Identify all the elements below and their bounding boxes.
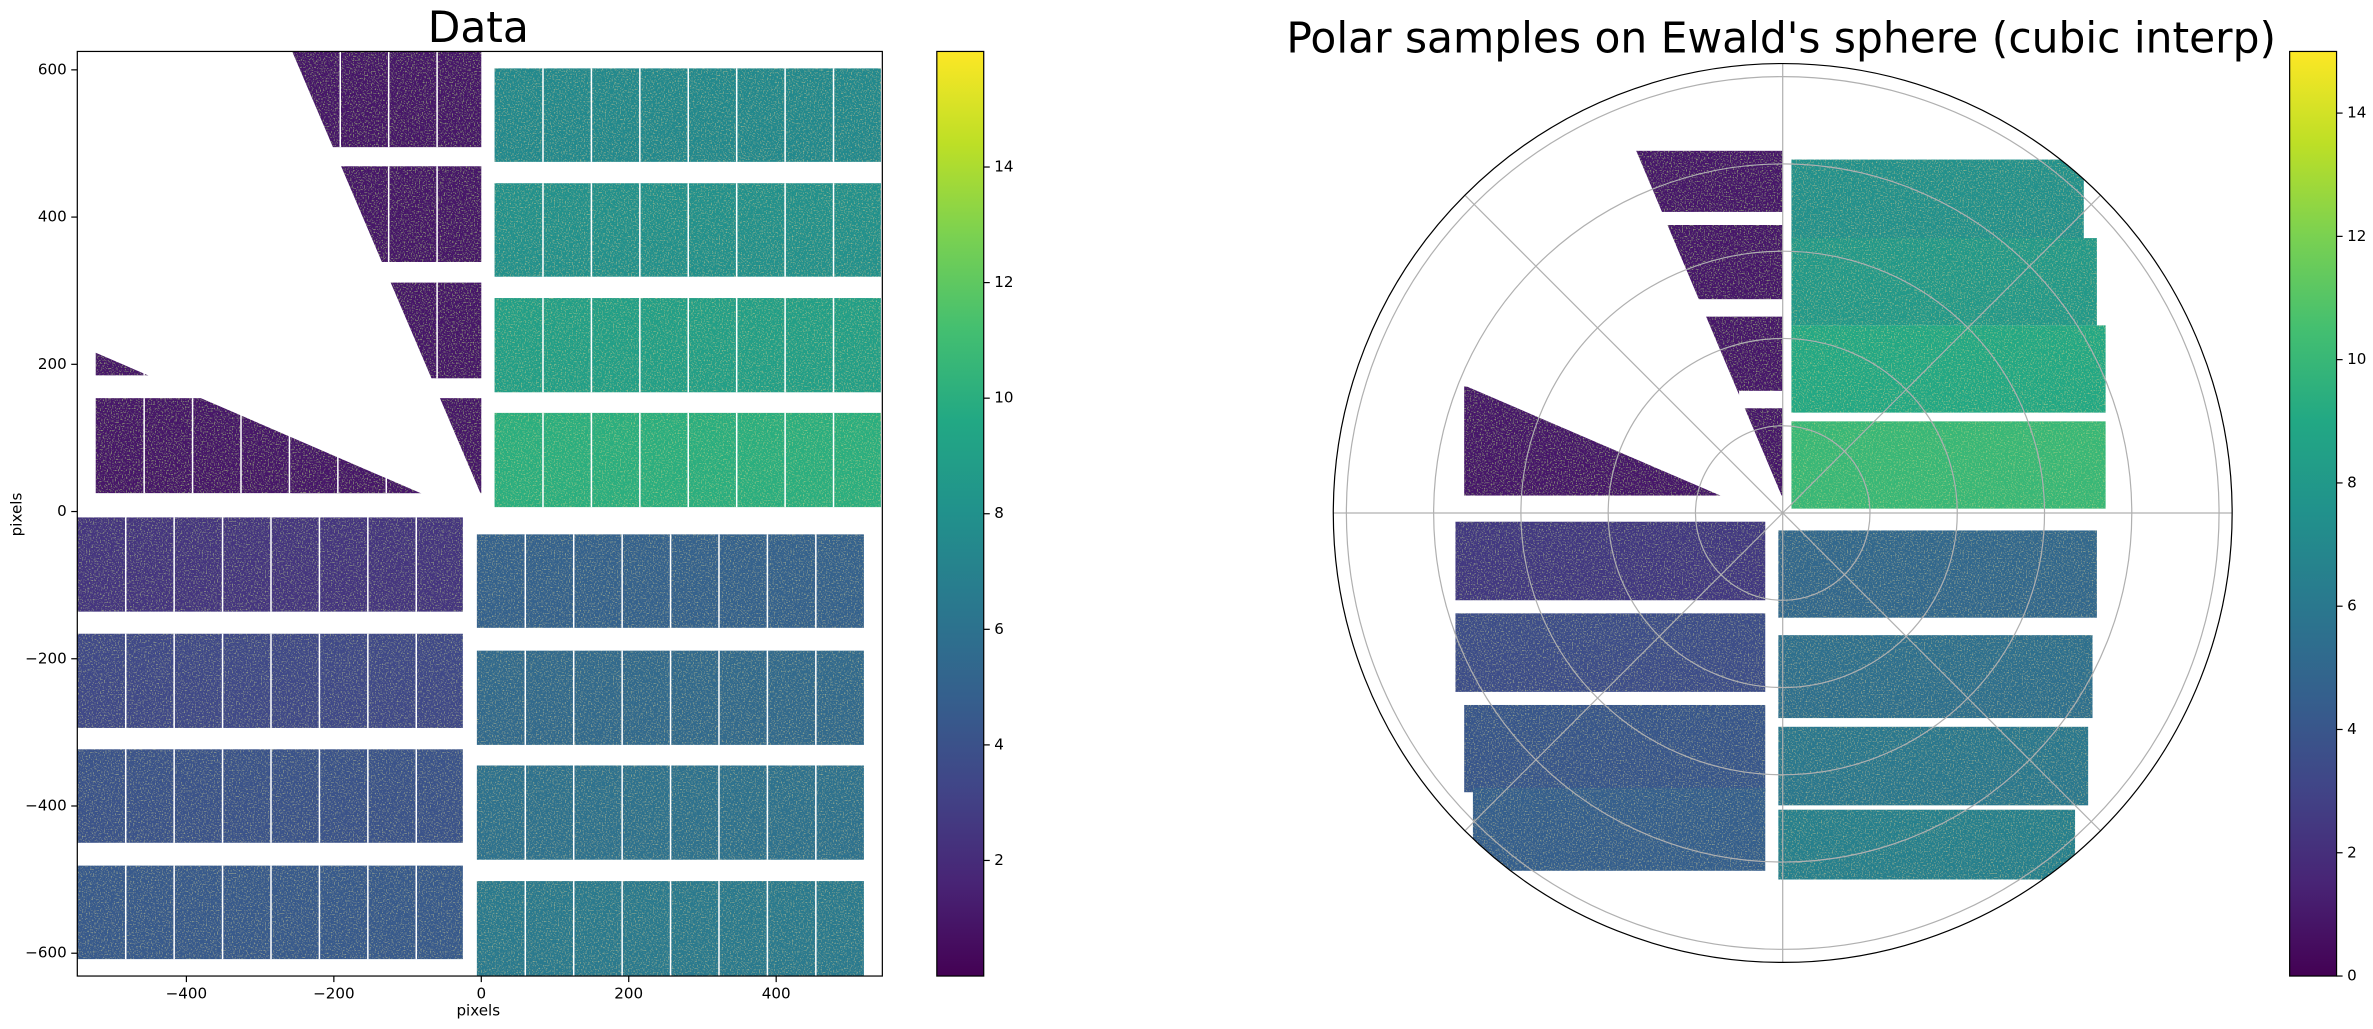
y-tick-label: 600 — [38, 60, 67, 78]
polar-frame — [1332, 62, 2233, 964]
detector-panel — [77, 633, 463, 728]
y-tick-label: −600 — [25, 944, 67, 962]
colorbar-tick-label: 14 — [2347, 104, 2366, 122]
colorbar-tick-label: 6 — [2347, 597, 2357, 615]
theta-grid-line — [1464, 194, 1784, 514]
chart-title: Data — [428, 3, 529, 52]
sample-panel — [1455, 613, 1766, 692]
colorbar-tick-label: 0 — [2347, 967, 2357, 985]
sample-panel — [1778, 530, 2097, 618]
colorbar-tick-label: 4 — [994, 735, 1004, 753]
y-tick-label: 0 — [57, 502, 67, 520]
detector-panel — [77, 749, 463, 843]
colorbar-tick-label: 6 — [994, 620, 1004, 638]
sample-panel — [1778, 726, 2089, 806]
colorbar-tick-label: 8 — [2347, 473, 2357, 491]
theta-grid-line — [1464, 512, 1784, 832]
image-area — [77, 51, 881, 977]
sample-panel — [1634, 150, 1783, 212]
sample-panel — [1791, 325, 2106, 413]
mask — [77, 51, 485, 503]
sample-panel — [1464, 704, 1766, 793]
x-tick-label: −200 — [313, 985, 355, 1003]
sample-panel — [1778, 809, 2076, 880]
colorbar — [2289, 50, 2338, 977]
theta-grid-line — [1782, 512, 2101, 832]
colorbar-tick-label: 2 — [994, 851, 1004, 869]
x-tick-label: 200 — [614, 985, 643, 1003]
chart-title: Polar samples on Ewald's sphere (cubic i… — [1286, 13, 2276, 62]
sample-panel — [1455, 521, 1766, 601]
y-tick-label: −200 — [25, 649, 67, 667]
y-tick-label: 400 — [38, 208, 67, 226]
detector-panel — [77, 865, 463, 960]
sample-panel — [1791, 421, 2106, 509]
colorbar-tick-label: 4 — [2347, 720, 2357, 738]
sample-panel — [1791, 159, 2084, 243]
y-tick-label: −400 — [25, 796, 67, 814]
axes-frame — [76, 50, 883, 977]
sample-panel — [1472, 787, 1766, 871]
y-tick-label: 200 — [38, 355, 67, 373]
colorbar — [936, 50, 985, 977]
sample-panel — [1778, 635, 2093, 719]
x-tick-label: 400 — [762, 985, 791, 1003]
colorbar-tick-label: 12 — [994, 273, 1013, 291]
colorbar-tick-label: 10 — [994, 389, 1013, 407]
colorbar-tick-label: 10 — [2347, 350, 2366, 368]
detector-panel — [77, 517, 463, 612]
x-tick-label: 0 — [476, 985, 486, 1003]
mask — [1437, 128, 1786, 506]
sample-panel — [1791, 238, 2097, 326]
colorbar-tick-label: 2 — [2347, 843, 2357, 861]
x-axis-label: pixels — [456, 1001, 500, 1019]
colorbar-tick-label: 14 — [994, 158, 1013, 176]
colorbar-tick-label: 8 — [994, 504, 1004, 522]
colorbar-tick-label: 12 — [2347, 227, 2366, 245]
theta-grid-line — [1782, 194, 2101, 514]
x-tick-label: −400 — [166, 985, 208, 1003]
polar-area — [1437, 128, 2106, 880]
y-axis-label: pixels — [7, 493, 25, 537]
